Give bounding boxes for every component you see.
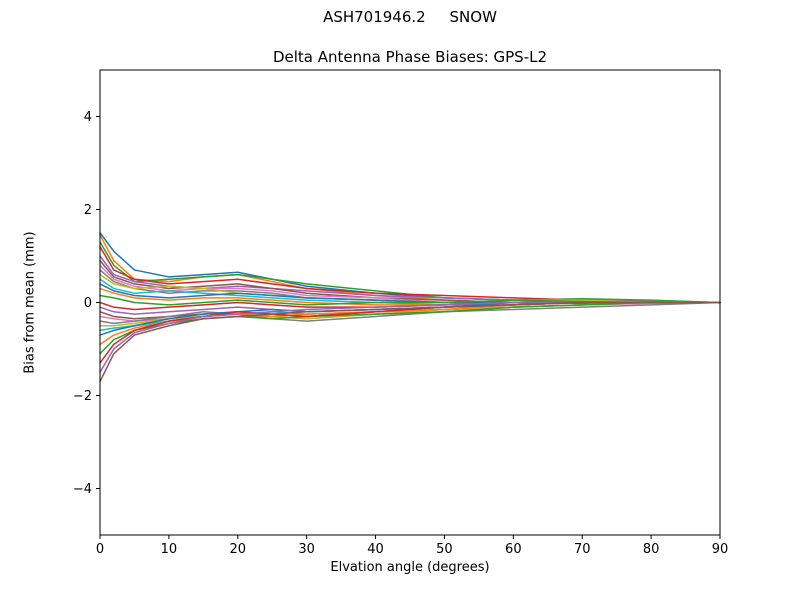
x-tick-label: 60 <box>505 542 522 557</box>
x-tick-label: 50 <box>436 542 453 557</box>
x-tick-label: 30 <box>298 542 315 557</box>
series-line <box>99 301 721 383</box>
series-line <box>99 241 721 304</box>
y-tick-label: 2 <box>84 203 92 218</box>
y-tick-label: 4 <box>84 110 92 125</box>
y-tick-label: 0 <box>84 296 92 311</box>
x-tick-label: 10 <box>161 542 178 557</box>
x-axis-label: Elvation angle (degrees) <box>330 560 490 575</box>
y-tick-label: −4 <box>73 482 92 497</box>
x-tick-label: 70 <box>574 542 591 557</box>
chart-title: Delta Antenna Phase Biases: GPS-L2 <box>272 48 548 66</box>
figure-suptitle: ASH701946.2 SNOW <box>323 8 497 26</box>
x-tick-label: 80 <box>643 542 660 557</box>
series-line <box>99 301 721 325</box>
x-tick-label: 0 <box>96 542 104 557</box>
x-tick-label: 20 <box>230 542 247 557</box>
x-tick-label: 40 <box>367 542 384 557</box>
y-tick-label: −2 <box>73 389 92 404</box>
x-tick-label: 90 <box>712 542 729 557</box>
series-line <box>99 294 721 306</box>
